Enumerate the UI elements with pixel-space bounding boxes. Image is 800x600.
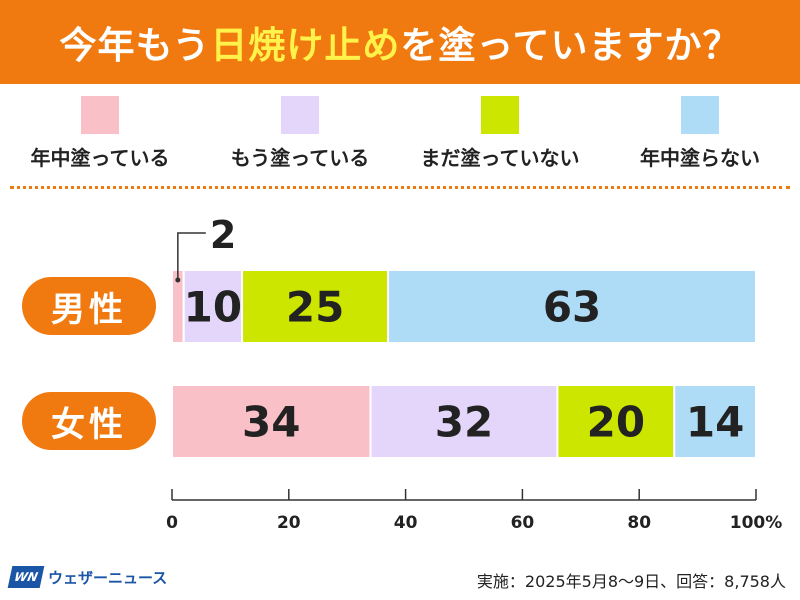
legend-label: 年中塗っている bbox=[30, 146, 170, 170]
legend-item-year-round-use: 年中塗っている bbox=[0, 96, 200, 171]
callout-label: 2 bbox=[210, 213, 236, 257]
legend-swatch bbox=[481, 96, 519, 134]
data-label-female-not-yet: 20 bbox=[587, 398, 645, 447]
legend-item-not-yet: まだ塗っていない bbox=[400, 96, 600, 171]
bar-female-year-round bbox=[171, 384, 372, 459]
header-banner: 今年もう日焼け止めを塗っていますか？ bbox=[0, 0, 800, 84]
legend-label: まだ塗っていない bbox=[420, 146, 580, 170]
legend-swatch bbox=[681, 96, 719, 134]
title-highlight: 日焼け止め bbox=[210, 24, 401, 67]
logo-mark: WN bbox=[7, 566, 45, 588]
x-tick-label: 0 bbox=[166, 513, 178, 533]
legend: 年中塗っている もう塗っている まだ塗っていない 年中塗らない bbox=[0, 96, 800, 176]
legend-label: 年中塗らない bbox=[640, 146, 760, 170]
bar-male-not-yet bbox=[241, 269, 390, 344]
weathernews-logo: WN ウェザーニュース bbox=[7, 566, 168, 588]
x-tick-label: 20 bbox=[277, 513, 301, 533]
dotted-divider bbox=[10, 186, 790, 189]
category-label-female: 女性 bbox=[22, 392, 156, 450]
title-pre: 今年もう bbox=[59, 24, 211, 67]
bar-female-never bbox=[673, 384, 757, 459]
x-tick-label: 80 bbox=[627, 513, 651, 533]
x-tick-label: 60 bbox=[511, 513, 535, 533]
legend-swatch bbox=[81, 96, 119, 134]
bar-female-already bbox=[369, 384, 559, 459]
bar-male-never bbox=[387, 269, 757, 344]
callout-line bbox=[177, 232, 206, 280]
data-label-male-already: 10 bbox=[184, 283, 242, 332]
logo-text: ウェザーニュース bbox=[48, 568, 168, 587]
category-label-male: 男性 bbox=[22, 277, 156, 335]
survey-note: 実施：2025年5月8〜9日、回答：8,758人 bbox=[476, 572, 786, 591]
title-post: を塗っていますか？ bbox=[400, 24, 741, 67]
data-label-male-not-yet: 25 bbox=[286, 283, 344, 332]
bar-female-not-yet bbox=[556, 384, 676, 459]
data-label-female-already: 32 bbox=[435, 398, 493, 447]
data-label-female-never: 14 bbox=[686, 398, 744, 447]
x-tick-label: 40 bbox=[394, 513, 418, 533]
legend-item-already-using: もう塗っている bbox=[200, 96, 400, 171]
data-label-female-year-round: 34 bbox=[242, 398, 300, 447]
data-label-male-never: 63 bbox=[543, 283, 601, 332]
legend-item-never: 年中塗らない bbox=[600, 96, 800, 171]
legend-swatch bbox=[281, 96, 319, 134]
page-title: 今年もう日焼け止めを塗っていますか？ bbox=[59, 15, 740, 69]
x-tick-label: 100% bbox=[730, 513, 783, 533]
legend-label: もう塗っている bbox=[230, 146, 370, 170]
